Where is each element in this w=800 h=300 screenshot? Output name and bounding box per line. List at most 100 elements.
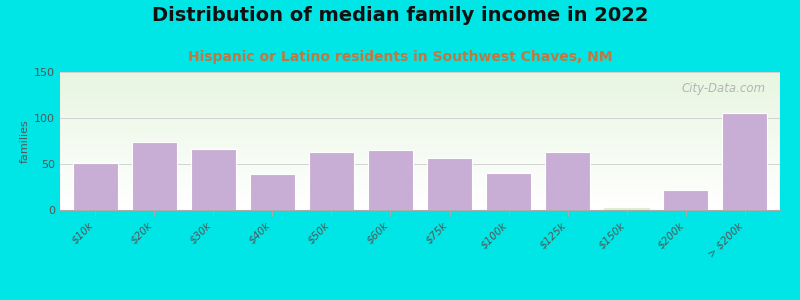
Bar: [60, 194, 780, 195]
Bar: [60, 75, 780, 76]
Bar: [60, 87, 780, 88]
Bar: [60, 129, 780, 130]
Bar: [60, 79, 780, 80]
Bar: [60, 78, 780, 79]
Bar: [60, 117, 780, 118]
Bar: [60, 146, 780, 147]
Bar: [60, 171, 780, 172]
Bar: [60, 124, 780, 125]
Bar: [60, 112, 780, 113]
Bar: [60, 208, 780, 209]
Bar: [60, 167, 780, 168]
Bar: [60, 104, 780, 105]
Bar: [60, 209, 780, 210]
Bar: [60, 96, 780, 97]
Bar: [60, 95, 780, 96]
Bar: [60, 134, 780, 135]
Bar: [60, 114, 780, 115]
Bar: [60, 186, 780, 187]
Y-axis label: families: families: [20, 119, 30, 163]
Bar: [60, 101, 780, 102]
Bar: [60, 180, 780, 181]
Bar: [60, 135, 780, 136]
Bar: [60, 120, 780, 121]
Bar: [60, 83, 780, 84]
Bar: [191, 149, 235, 210]
Bar: [60, 156, 780, 157]
Bar: [60, 196, 780, 197]
Bar: [60, 189, 780, 190]
Bar: [60, 149, 780, 150]
Bar: [60, 77, 780, 78]
Bar: [60, 164, 780, 165]
Bar: [60, 177, 780, 178]
Bar: [60, 97, 780, 98]
Bar: [60, 182, 780, 183]
Bar: [60, 122, 780, 123]
Bar: [132, 142, 177, 210]
Bar: [60, 172, 780, 173]
Bar: [60, 157, 780, 158]
Bar: [60, 108, 780, 109]
Bar: [60, 126, 780, 127]
Text: Distribution of median family income in 2022: Distribution of median family income in …: [152, 6, 648, 25]
Bar: [60, 162, 780, 163]
Bar: [60, 187, 780, 188]
Bar: [60, 107, 780, 108]
Bar: [60, 90, 780, 91]
Bar: [60, 147, 780, 148]
Bar: [60, 168, 780, 169]
Bar: [60, 141, 780, 142]
Bar: [60, 113, 780, 114]
Bar: [60, 184, 780, 185]
Text: Hispanic or Latino residents in Southwest Chaves, NM: Hispanic or Latino residents in Southwes…: [188, 50, 612, 64]
Bar: [60, 161, 780, 162]
Bar: [60, 132, 780, 133]
Bar: [60, 206, 780, 207]
Bar: [60, 123, 780, 124]
Bar: [60, 133, 780, 134]
Bar: [60, 198, 780, 199]
Bar: [60, 176, 780, 177]
Bar: [60, 139, 780, 140]
Bar: [60, 92, 780, 93]
Bar: [60, 106, 780, 107]
Bar: [60, 178, 780, 179]
Bar: [60, 94, 780, 95]
Bar: [60, 138, 780, 139]
Bar: [60, 76, 780, 77]
Bar: [60, 152, 780, 153]
Bar: [60, 119, 780, 120]
Bar: [60, 86, 780, 87]
Bar: [427, 158, 472, 210]
Bar: [60, 137, 780, 138]
Bar: [60, 191, 780, 192]
Bar: [60, 100, 780, 101]
Bar: [60, 205, 780, 206]
Bar: [60, 110, 780, 111]
Bar: [60, 85, 780, 86]
Bar: [60, 74, 780, 75]
Bar: [60, 199, 780, 200]
Bar: [60, 116, 780, 117]
Bar: [60, 98, 780, 99]
Bar: [60, 192, 780, 193]
Bar: [60, 195, 780, 196]
Bar: [60, 158, 780, 159]
Bar: [60, 154, 780, 155]
Bar: [60, 91, 780, 92]
Bar: [60, 111, 780, 112]
Bar: [60, 174, 780, 175]
Bar: [60, 125, 780, 126]
Bar: [60, 185, 780, 186]
Bar: [60, 127, 780, 128]
Bar: [60, 136, 780, 137]
Bar: [60, 72, 780, 73]
Bar: [60, 93, 780, 94]
Bar: [60, 207, 780, 208]
Bar: [60, 130, 780, 131]
Bar: [60, 81, 780, 82]
Bar: [60, 188, 780, 189]
Bar: [60, 151, 780, 152]
Bar: [60, 150, 780, 151]
